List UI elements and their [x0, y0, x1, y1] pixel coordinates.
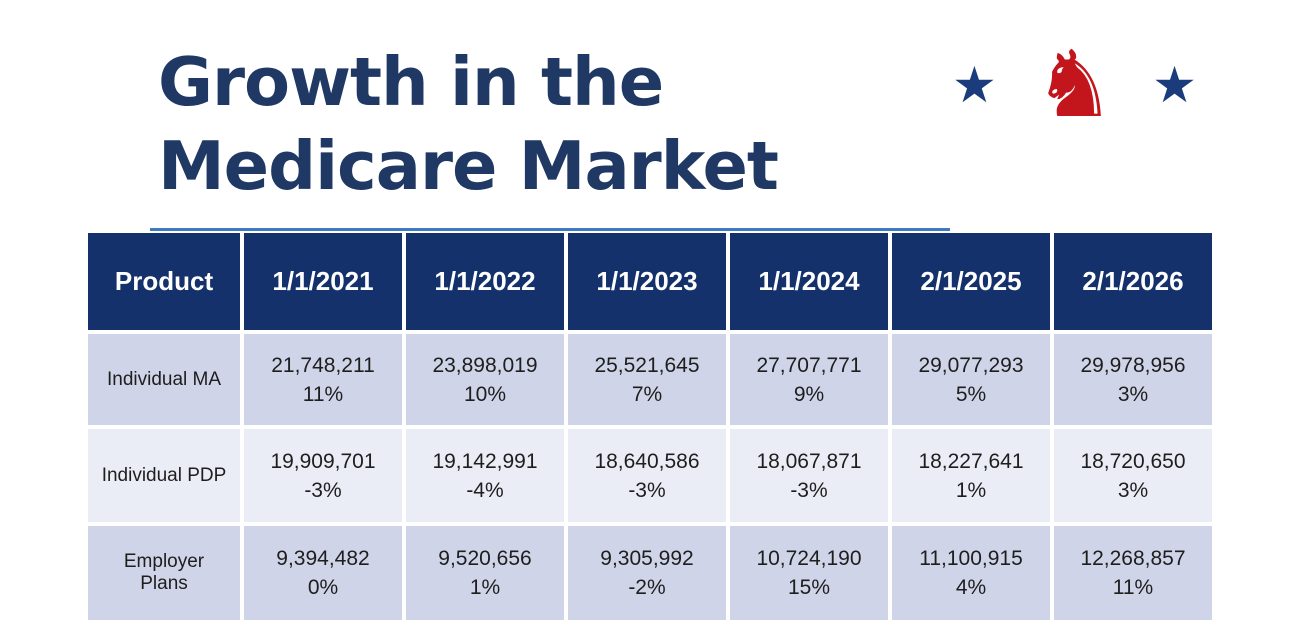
- title-line-1: Growth in the: [158, 40, 778, 124]
- column-header-date: 2/1/2025: [892, 233, 1050, 330]
- growth-percent: 11%: [1113, 573, 1153, 602]
- enrollment-value: 29,978,956: [1080, 351, 1185, 380]
- column-header-product: Product: [88, 233, 240, 330]
- growth-percent: 3%: [1118, 380, 1148, 409]
- enrollment-value: 10,724,190: [756, 544, 861, 573]
- enrollment-value: 18,067,871: [756, 447, 861, 476]
- star-icon: ★: [1152, 60, 1197, 110]
- table-cell: 29,978,956 3%: [1054, 334, 1212, 425]
- growth-percent: -3%: [628, 476, 665, 505]
- column-header-date: 2/1/2026: [1054, 233, 1212, 330]
- row-label-individual-pdp: Individual PDP: [88, 429, 240, 522]
- growth-percent: -3%: [304, 476, 341, 505]
- growth-percent: 1%: [470, 573, 500, 602]
- column-header-date: 1/1/2024: [730, 233, 888, 330]
- enrollment-value: 18,227,641: [918, 447, 1023, 476]
- growth-percent: 4%: [956, 573, 986, 602]
- growth-percent: -3%: [790, 476, 827, 505]
- enrollment-value: 27,707,771: [756, 351, 861, 380]
- column-header-date: 1/1/2022: [406, 233, 564, 330]
- knight-chess-piece-icon: ♞: [1033, 49, 1115, 121]
- enrollment-value: 18,720,650: [1080, 447, 1185, 476]
- page-title: Growth in the Medicare Market: [158, 40, 778, 208]
- enrollment-value: 18,640,586: [594, 447, 699, 476]
- enrollment-value: 9,520,656: [438, 544, 531, 573]
- enrollment-value: 25,521,645: [594, 351, 699, 380]
- enrollment-value: 21,748,211: [271, 351, 375, 380]
- growth-percent: 7%: [632, 380, 662, 409]
- table-cell: 25,521,645 7%: [568, 334, 726, 425]
- table-cell: 19,909,701 -3%: [244, 429, 402, 522]
- table-cell: 21,748,211 11%: [244, 334, 402, 425]
- title-underline: [150, 228, 950, 231]
- enrollment-value: 29,077,293: [918, 351, 1023, 380]
- table-cell: 23,898,019 10%: [406, 334, 564, 425]
- enrollment-value: 19,142,991: [432, 447, 537, 476]
- table-cell: 27,707,771 9%: [730, 334, 888, 425]
- row-label-employer-plans: Employer Plans: [88, 526, 240, 620]
- enrollment-value: 23,898,019: [432, 351, 537, 380]
- growth-percent: 3%: [1118, 476, 1148, 505]
- title-line-2: Medicare Market: [158, 124, 778, 208]
- row-label-text: Employer Plans: [118, 551, 210, 595]
- enrollment-value: 12,268,857: [1080, 544, 1185, 573]
- enrollment-value: 11,100,915: [919, 544, 1023, 573]
- table-cell: 18,640,586 -3%: [568, 429, 726, 522]
- growth-percent: 10%: [464, 380, 506, 409]
- growth-percent: 9%: [794, 380, 824, 409]
- table-cell: 18,227,641 1%: [892, 429, 1050, 522]
- row-label-individual-ma: Individual MA: [88, 334, 240, 425]
- table-cell: 19,142,991 -4%: [406, 429, 564, 522]
- table-cell: 9,394,482 0%: [244, 526, 402, 620]
- column-header-date: 1/1/2023: [568, 233, 726, 330]
- table-cell: 9,305,992 -2%: [568, 526, 726, 620]
- table-cell: 9,520,656 1%: [406, 526, 564, 620]
- table-cell: 18,067,871 -3%: [730, 429, 888, 522]
- table-cell: 29,077,293 5%: [892, 334, 1050, 425]
- table-cell: 10,724,190 15%: [730, 526, 888, 620]
- brand-logo: ★ ♞ ★: [952, 44, 1197, 126]
- growth-percent: -2%: [628, 573, 665, 602]
- growth-percent: 11%: [303, 380, 343, 409]
- growth-percent: 15%: [788, 573, 830, 602]
- table-cell: 12,268,857 11%: [1054, 526, 1212, 620]
- medicare-enrollment-table: Product 1/1/2021 1/1/2022 1/1/2023 1/1/2…: [88, 233, 1212, 621]
- table-cell: 18,720,650 3%: [1054, 429, 1212, 522]
- enrollment-value: 9,394,482: [276, 544, 369, 573]
- star-icon: ★: [952, 60, 997, 110]
- slide-background: Growth in the Medicare Market ★ ♞ ★ Prod…: [0, 0, 1300, 630]
- enrollment-value: 9,305,992: [600, 544, 693, 573]
- growth-percent: -4%: [466, 476, 503, 505]
- table-cell: 11,100,915 4%: [892, 526, 1050, 620]
- enrollment-value: 19,909,701: [270, 447, 375, 476]
- growth-percent: 1%: [956, 476, 986, 505]
- growth-percent: 5%: [956, 380, 986, 409]
- growth-percent: 0%: [308, 573, 338, 602]
- column-header-date: 1/1/2021: [244, 233, 402, 330]
